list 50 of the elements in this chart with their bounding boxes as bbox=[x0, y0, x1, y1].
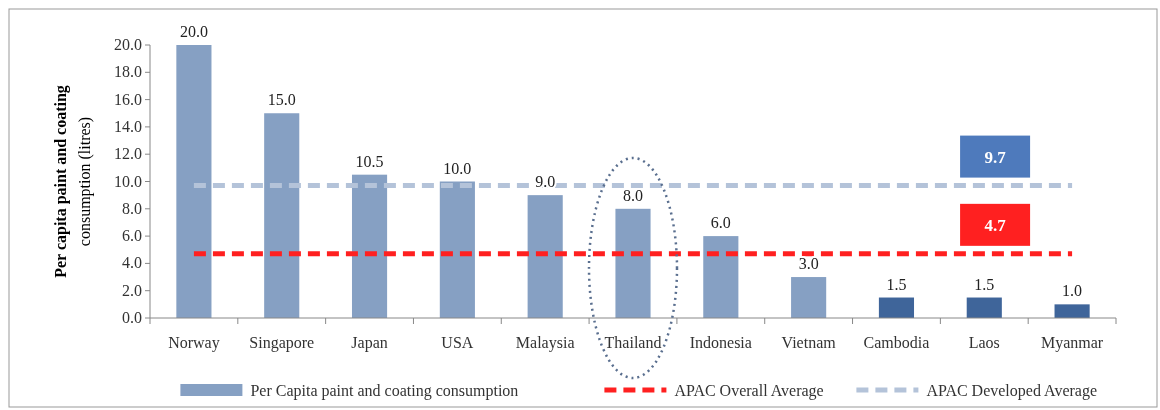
x-tick-label: USA bbox=[441, 334, 474, 351]
data-label: 3.0 bbox=[798, 255, 819, 273]
y-tick-label: 2.0 bbox=[122, 281, 142, 299]
annotation: 9.7 bbox=[984, 147, 1007, 167]
x-tick-label: Japan bbox=[351, 334, 388, 352]
bar bbox=[351, 174, 388, 318]
data-label: 1.5 bbox=[886, 275, 907, 293]
y-tick-label: 12.0 bbox=[114, 145, 142, 163]
data-label: 10.0 bbox=[443, 159, 472, 177]
y-tick-label: 0.0 bbox=[122, 309, 142, 326]
y-tick-label: 4.0 bbox=[122, 254, 142, 272]
bar bbox=[966, 297, 1002, 318]
y-tick-label: 10.0 bbox=[114, 172, 142, 190]
data-label: 20.0 bbox=[179, 23, 208, 40]
annotation: 4.7 bbox=[984, 215, 1007, 235]
y-axis-title: Per capita paint and coating consumption (litres) bbox=[52, 85, 94, 278]
bar bbox=[176, 45, 212, 318]
data-label: 10.5 bbox=[355, 152, 384, 170]
bar bbox=[439, 181, 475, 318]
x-tick-label: Vietnam bbox=[781, 334, 837, 351]
y-tick-label: 20.0 bbox=[114, 36, 142, 53]
data-label: 8.0 bbox=[623, 186, 643, 204]
data-label: 9.0 bbox=[535, 173, 556, 191]
legend-label: Per Capita paint and coating consumption bbox=[250, 382, 519, 400]
legend-label: APAC Overall Average bbox=[674, 382, 824, 400]
bar bbox=[791, 277, 827, 318]
x-tick-label: Singapore bbox=[249, 334, 315, 352]
x-tick-label: Thailand bbox=[604, 334, 662, 351]
bar bbox=[615, 208, 651, 318]
x-tick-label: Indonesia bbox=[689, 334, 752, 351]
bar bbox=[878, 297, 915, 318]
bar bbox=[703, 236, 739, 318]
x-tick-label: Myanmar bbox=[1040, 334, 1104, 352]
y-tick-label: 14.0 bbox=[114, 117, 142, 135]
bar bbox=[264, 113, 300, 318]
data-label: 1.0 bbox=[1062, 282, 1083, 300]
x-tick-label: Norway bbox=[168, 334, 220, 352]
x-tick-label: Cambodia bbox=[863, 334, 930, 351]
data-label: 15.0 bbox=[267, 91, 296, 109]
data-label: 1.5 bbox=[974, 275, 995, 293]
bar bbox=[1054, 304, 1090, 318]
y-tick-label: 16.0 bbox=[114, 90, 142, 108]
x-tick-label: Malaysia bbox=[515, 334, 575, 352]
y-tick-label: 6.0 bbox=[122, 227, 142, 245]
x-tick-label: Laos bbox=[968, 334, 1000, 351]
bar bbox=[527, 195, 563, 318]
y-tick-label: 8.0 bbox=[122, 199, 142, 217]
data-label: 6.0 bbox=[710, 214, 731, 232]
legend-label: APAC Developed Average bbox=[926, 382, 1098, 400]
y-tick-label: 18.0 bbox=[114, 63, 142, 81]
